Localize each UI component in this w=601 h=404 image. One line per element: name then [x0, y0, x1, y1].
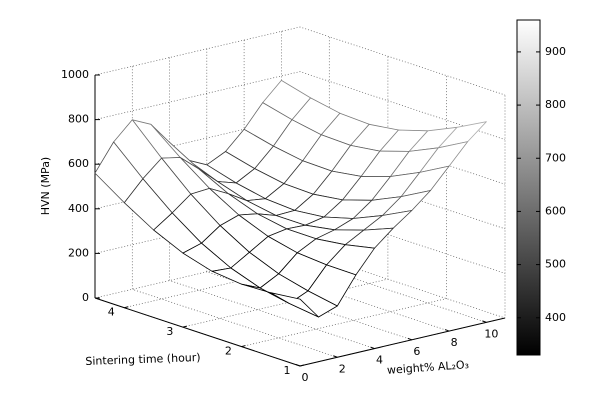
grid-line — [94, 26, 506, 96]
y-tick-label: 1 — [284, 364, 291, 377]
x-axis — [299, 317, 506, 367]
colorbar-tick-label: 700 — [545, 151, 566, 164]
x-tick-label: 10 — [484, 327, 498, 340]
z-tick-label: 400 — [68, 202, 89, 215]
x-tick — [407, 337, 412, 341]
z-tick-label: 600 — [68, 157, 89, 170]
z-tick-label: 200 — [68, 246, 89, 259]
x-tick — [444, 329, 450, 332]
y-axis-label: Sintering time (hour) — [85, 351, 201, 368]
colorbar-tick-label: 600 — [545, 204, 566, 217]
colorbar-tick-label: 500 — [545, 258, 566, 271]
x-tick — [295, 364, 301, 367]
z-tick-label: 1000 — [61, 68, 89, 81]
x-tick-label: 6 — [413, 345, 420, 358]
z-tick-label: 800 — [68, 113, 89, 126]
y-tick — [124, 306, 129, 309]
y-tick-label: 3 — [166, 325, 173, 338]
x-axis-label: weight% AL₂O₃ — [387, 358, 470, 377]
x-tick-label: 8 — [451, 336, 458, 349]
y-tick-label: 4 — [108, 306, 115, 319]
y-tick — [182, 325, 187, 328]
colorbar-scale — [516, 19, 541, 356]
grid-line — [241, 75, 447, 347]
surface — [94, 80, 487, 318]
y-tick — [299, 364, 305, 367]
z-tick-label: 0 — [82, 291, 89, 304]
x-tick — [482, 320, 487, 323]
z-axis-label: HVN (MPa) — [39, 157, 52, 215]
y-tick — [241, 345, 246, 348]
y-axis — [94, 297, 301, 367]
colorbar-tick-label: 900 — [545, 45, 566, 58]
grid-line — [94, 71, 506, 140]
x-tick-label: 4 — [376, 354, 383, 367]
colorbar: 400 500 600 700 800 900 — [516, 19, 566, 356]
x-tick — [370, 346, 375, 350]
y-tick-label: 2 — [225, 345, 232, 358]
x-tick-label: 2 — [339, 362, 346, 375]
colorbar-tick-label: 400 — [545, 311, 566, 324]
surface-patch — [270, 292, 320, 318]
colorbar-tick-label: 800 — [545, 98, 566, 111]
x-tick — [333, 355, 338, 358]
x-tick-label: 0 — [302, 371, 309, 384]
